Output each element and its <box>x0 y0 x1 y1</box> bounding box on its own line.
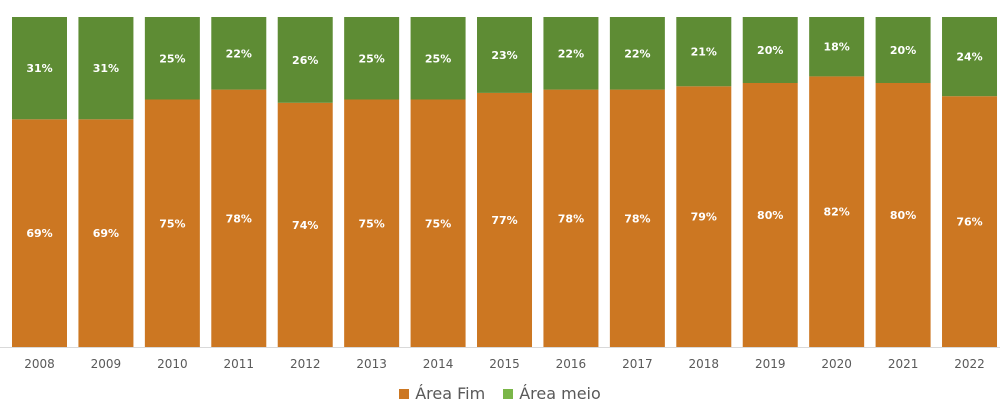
stacked-bar-chart: 69% 31% 2008 69% 31% 2009 75% 25% 2010 78% 22% 2011… <box>0 17 1000 371</box>
bar-area-meio-2021 <box>875 17 931 83</box>
bar-area-meio-2009 <box>78 17 134 120</box>
bar-area-fim-2021 <box>875 83 931 347</box>
data-label-area-fim-2017: 78% <box>624 212 650 225</box>
x-tick-label-2021: 2021 <box>888 357 919 371</box>
legend-label-area-meio: Área meio <box>519 384 601 403</box>
data-label-area-meio-2012: 26% <box>292 54 318 67</box>
data-label-area-meio-2008: 31% <box>26 62 52 75</box>
bar-area-meio-2017 <box>609 17 665 90</box>
data-label-area-fim-2014: 75% <box>425 217 451 230</box>
x-tick-label-2013: 2013 <box>356 357 387 371</box>
data-label-area-fim-2008: 69% <box>26 227 52 240</box>
data-label-area-fim-2013: 75% <box>358 217 384 230</box>
data-label-area-meio-2022: 24% <box>956 51 982 64</box>
data-label-area-meio-2014: 25% <box>425 52 451 65</box>
data-label-area-fim-2020: 82% <box>823 206 849 219</box>
bar-area-fim-2019 <box>742 83 798 347</box>
bar-area-meio-2011 <box>211 17 267 90</box>
legend-swatch-area-meio <box>503 388 514 399</box>
data-label-area-fim-2015: 77% <box>491 214 517 227</box>
x-tick-label-2009: 2009 <box>91 357 122 371</box>
bar-area-meio-2010 <box>144 17 200 100</box>
bar-area-meio-2013 <box>344 17 400 100</box>
x-tick-label-2008: 2008 <box>24 357 55 371</box>
bar-area-fim-2017 <box>609 89 665 347</box>
bar-area-fim-2010 <box>144 99 200 347</box>
bar-area-meio-2014 <box>410 17 466 100</box>
bar-area-fim-2022 <box>942 96 998 347</box>
bar-area-fim-2016 <box>543 89 599 347</box>
legend: Área Fim Área meio <box>0 384 1000 403</box>
data-label-area-fim-2011: 78% <box>226 212 252 225</box>
x-tick-label-2010: 2010 <box>157 357 188 371</box>
x-tick-label-2014: 2014 <box>423 357 454 371</box>
data-label-area-meio-2011: 22% <box>226 47 252 60</box>
bar-area-fim-2008 <box>12 119 67 347</box>
data-label-area-fim-2016: 78% <box>558 212 584 225</box>
data-label-area-meio-2018: 21% <box>691 46 717 59</box>
bar-area-meio-2015 <box>477 17 533 93</box>
bar-area-meio-2020 <box>809 17 865 77</box>
bar-area-fim-2015 <box>477 92 533 348</box>
bar-area-meio-2019 <box>742 17 798 83</box>
data-label-area-meio-2017: 22% <box>624 47 650 60</box>
x-tick-label-2022: 2022 <box>954 357 985 371</box>
x-tick-label-2019: 2019 <box>755 357 786 371</box>
data-label-area-meio-2015: 23% <box>491 49 517 62</box>
bar-area-fim-2009 <box>78 119 134 347</box>
data-label-area-meio-2016: 22% <box>558 47 584 60</box>
legend-item-area-meio: Área meio <box>503 384 601 403</box>
data-label-area-fim-2010: 75% <box>159 217 185 230</box>
legend-item-area-fim: Área Fim <box>399 384 485 403</box>
data-label-area-meio-2010: 25% <box>159 52 185 65</box>
data-label-area-meio-2019: 20% <box>757 44 783 57</box>
data-label-area-fim-2009: 69% <box>93 227 119 240</box>
bar-area-fim-2014 <box>410 99 466 347</box>
bar-area-fim-2018 <box>676 86 732 348</box>
x-tick-label-2018: 2018 <box>689 357 720 371</box>
data-label-area-meio-2009: 31% <box>93 62 119 75</box>
data-label-area-fim-2012: 74% <box>292 219 318 232</box>
data-label-area-meio-2021: 20% <box>890 44 916 57</box>
bar-area-fim-2011 <box>211 89 267 347</box>
x-tick-label-2015: 2015 <box>489 357 520 371</box>
bar-area-meio-2018 <box>676 17 732 87</box>
x-tick-label-2011: 2011 <box>224 357 255 371</box>
bar-area-meio-2016 <box>543 17 599 90</box>
data-label-area-meio-2013: 25% <box>358 52 384 65</box>
bar-area-fim-2013 <box>344 99 400 347</box>
data-label-area-meio-2020: 18% <box>823 41 849 54</box>
data-label-area-fim-2019: 80% <box>757 209 783 222</box>
bar-area-fim-2012 <box>277 102 333 347</box>
bar-area-fim-2020 <box>809 76 865 348</box>
legend-label-area-fim: Área Fim <box>415 384 486 403</box>
x-tick-label-2017: 2017 <box>622 357 653 371</box>
x-tick-label-2016: 2016 <box>556 357 587 371</box>
data-label-area-fim-2021: 80% <box>890 209 916 222</box>
bar-area-meio-2008 <box>12 17 67 120</box>
data-label-area-fim-2022: 76% <box>956 216 982 229</box>
x-tick-label-2012: 2012 <box>290 357 321 371</box>
data-label-area-fim-2018: 79% <box>691 211 717 224</box>
legend-swatch-area-fim <box>399 388 410 399</box>
x-tick-label-2020: 2020 <box>821 357 852 371</box>
bar-area-meio-2012 <box>277 17 333 103</box>
bar-area-meio-2022 <box>942 17 998 97</box>
